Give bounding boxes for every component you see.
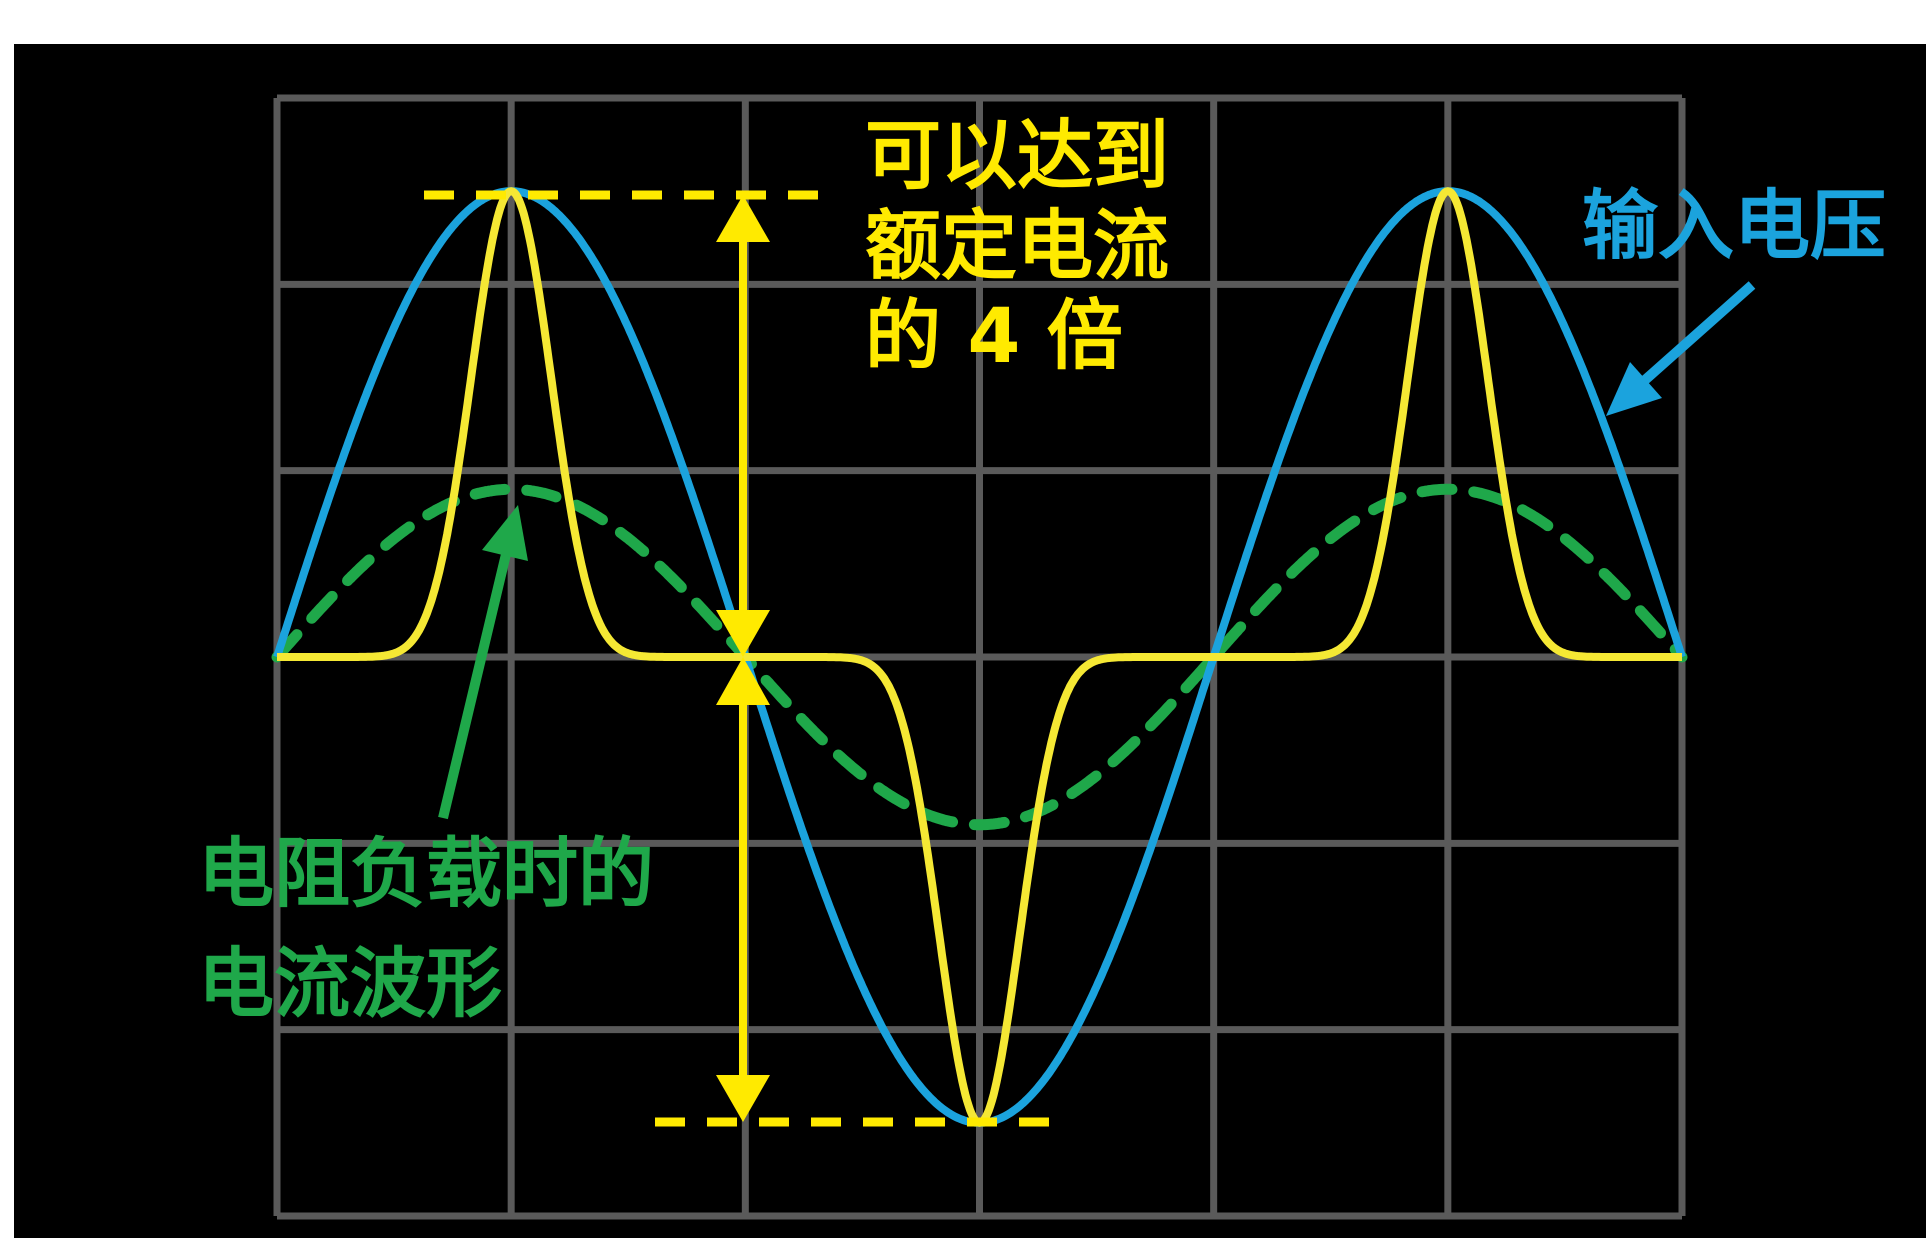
- green-pointer-arrow: [438, 505, 528, 820]
- peak-measurement-arrow: [716, 195, 770, 657]
- resistive-current-label-line-2: 电流波形: [198, 939, 502, 1028]
- peak-note-line-1: 可以达到: [865, 111, 1169, 200]
- resistive-current-label-line-1: 电阻负载时的: [198, 829, 654, 918]
- resistive-current-curve: [271, 483, 1688, 831]
- peak-note-line-2: 额定电流: [865, 201, 1169, 290]
- input-voltage-label: 输入电压: [1582, 181, 1886, 270]
- peak-note-line-3: 的 4 倍: [865, 291, 1123, 380]
- scope-screen: [14, 44, 1926, 1238]
- trough-measurement-arrow: [716, 657, 770, 1122]
- blue-pointer-arrow: [1606, 281, 1756, 416]
